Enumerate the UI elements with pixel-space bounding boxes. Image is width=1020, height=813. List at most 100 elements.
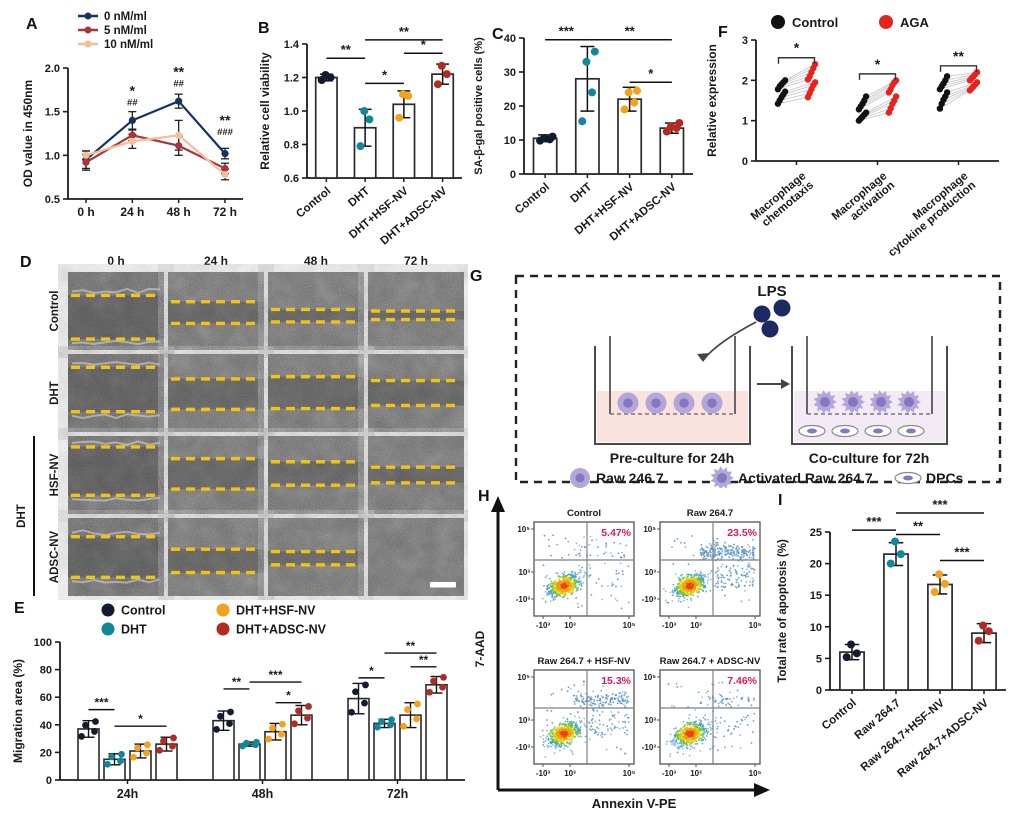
- panel-c: C 0 10 20 30 40 SA-β-gal positive cells (%) Co…: [466, 4, 703, 262]
- svg-text:AGA: AGA: [900, 15, 930, 30]
- panel-g-label: G: [470, 268, 483, 285]
- svg-text:**: **: [406, 639, 416, 653]
- svg-text:Control: Control: [121, 604, 165, 618]
- svg-text:10⁵: 10⁵: [517, 673, 530, 682]
- svg-text:10⁵: 10⁵: [643, 525, 656, 534]
- svg-text:10³: 10³: [644, 568, 656, 577]
- svg-text:2.0: 2.0: [45, 63, 60, 75]
- svg-text:100: 100: [34, 637, 52, 649]
- svg-text:23.5%: 23.5%: [727, 527, 757, 539]
- svg-text:DHT: DHT: [49, 381, 61, 405]
- svg-text:DHT+ADSC-NV: DHT+ADSC-NV: [378, 185, 449, 248]
- panel-h: H 7-AAD Annexin V-PE Control 5.47% 10⁵ 10³ -10…: [474, 486, 774, 812]
- svg-text:***: ***: [954, 544, 970, 559]
- panel-c-bar-chart: 0 10 20 30 40 SA-β-gal positive cells (%) Cont…: [473, 24, 693, 243]
- svg-text:72 h: 72 h: [213, 205, 237, 219]
- svg-text:*: *: [382, 67, 388, 82]
- svg-text:10⁵: 10⁵: [749, 769, 762, 778]
- svg-text:###: ###: [217, 127, 234, 138]
- svg-text:20: 20: [40, 747, 52, 759]
- svg-text:40: 40: [40, 720, 52, 732]
- svg-text:Activated Raw 264.7: Activated Raw 264.7: [738, 470, 873, 486]
- svg-text:72h: 72h: [387, 787, 409, 801]
- panel-d: D 0 h 24 h 48 h 72 h Control DHT HSF-NV ADSC-NV…: [16, 252, 468, 600]
- svg-text:*: *: [794, 40, 800, 56]
- svg-text:10⁵: 10⁵: [643, 673, 656, 682]
- svg-text:##: ##: [127, 98, 138, 109]
- svg-text:-10³: -10³: [536, 769, 551, 778]
- panel-d-microscopy-grid: 0 h 24 h 48 h 72 h Control DHT HSF-NV ADSC-NV DH…: [16, 254, 464, 596]
- svg-text:0: 0: [742, 156, 748, 168]
- svg-text:48h: 48h: [252, 787, 274, 801]
- svg-text:1.4: 1.4: [284, 39, 300, 51]
- svg-text:*: *: [648, 66, 654, 81]
- svg-text:Relative expression: Relative expression: [705, 44, 719, 157]
- svg-text:ADSC-NV: ADSC-NV: [49, 530, 61, 583]
- svg-text:10⁵: 10⁵: [623, 621, 636, 630]
- panel-c-label: C: [492, 26, 504, 43]
- svg-text:DHT+HSF-NV: DHT+HSF-NV: [236, 604, 316, 618]
- panel-e-grouped-bar-chart: 0 20 40 60 80 100 Migration area (%) Control DHT…: [11, 603, 465, 801]
- panel-g-coculture-diagram: LPS Pre-culture for 24h Co-culture for 72h…: [514, 274, 1002, 488]
- svg-text:Co-culture for 72h: Co-culture for 72h: [809, 450, 930, 466]
- svg-text:15: 15: [810, 590, 822, 602]
- svg-text:80: 80: [40, 665, 52, 677]
- panel-b-bar-chart: 0.6 0.8 1.0 1.2 1.4 Relative cell viability Co…: [258, 24, 462, 248]
- panel-b: B 0.6 0.8 1.0 1.2 1.4 Relative cell viability…: [255, 6, 470, 258]
- svg-text:Control: Control: [49, 291, 61, 332]
- svg-text:SA-β-gal positive cells (%): SA-β-gal positive cells (%): [473, 37, 485, 175]
- svg-text:**: **: [625, 24, 636, 39]
- svg-text:0.6: 0.6: [284, 173, 299, 185]
- svg-text:-10³: -10³: [516, 743, 531, 752]
- svg-text:48 h: 48 h: [304, 254, 328, 268]
- svg-text:0.8: 0.8: [284, 140, 299, 152]
- svg-text:10 nM/ml: 10 nM/ml: [104, 39, 153, 51]
- svg-text:0: 0: [46, 775, 52, 787]
- svg-text:48 h: 48 h: [167, 205, 191, 219]
- svg-text:**: **: [913, 519, 924, 534]
- svg-text:**: **: [220, 112, 231, 128]
- svg-text:1.0: 1.0: [45, 150, 60, 162]
- svg-text:10: 10: [810, 622, 822, 634]
- svg-text:10⁵: 10⁵: [623, 769, 636, 778]
- svg-text:***: ***: [268, 668, 282, 682]
- svg-text:7-AAD: 7-AAD: [474, 630, 487, 667]
- svg-text:24 h: 24 h: [120, 205, 144, 219]
- svg-text:20: 20: [504, 101, 516, 113]
- svg-text:Control: Control: [567, 508, 601, 519]
- svg-text:OD value in 450nm: OD value in 450nm: [21, 80, 35, 187]
- svg-text:Pre-culture for 24h: Pre-culture for 24h: [610, 450, 734, 466]
- svg-text:##: ##: [173, 78, 184, 89]
- svg-text:10³: 10³: [690, 621, 702, 630]
- svg-text:10: 10: [504, 135, 516, 147]
- svg-text:HSF-NV: HSF-NV: [49, 453, 61, 496]
- panel-b-label: B: [258, 20, 270, 37]
- svg-text:10⁵: 10⁵: [749, 621, 762, 630]
- svg-text:10³: 10³: [518, 568, 530, 577]
- svg-text:**: **: [173, 63, 184, 79]
- svg-text:Macrophagechemotaxis: Macrophagechemotaxis: [749, 170, 816, 232]
- svg-text:DHT: DHT: [16, 504, 28, 528]
- svg-text:0 nM/ml: 0 nM/ml: [104, 11, 147, 23]
- svg-text:Total rate of apoptosis (%): Total rate of apoptosis (%): [777, 539, 789, 683]
- svg-text:0.5: 0.5: [45, 194, 60, 206]
- svg-text:Relative cell viability: Relative cell viability: [258, 52, 272, 170]
- panel-d-label: D: [20, 254, 32, 271]
- svg-text:-10³: -10³: [642, 743, 657, 752]
- svg-text:**: **: [399, 24, 410, 39]
- svg-text:15.3%: 15.3%: [601, 675, 631, 687]
- panel-i: I 0 5 10 15 20 25 Total rate of apoptosis (%) C…: [770, 486, 1018, 810]
- svg-text:24h: 24h: [117, 787, 139, 801]
- svg-text:1.2: 1.2: [284, 73, 299, 85]
- svg-text:*: *: [130, 83, 136, 99]
- svg-text:*: *: [369, 664, 374, 678]
- svg-text:*: *: [421, 37, 427, 52]
- svg-text:1: 1: [742, 116, 748, 128]
- svg-text:Control: Control: [294, 185, 333, 220]
- svg-text:Raw 264.7 + ADSC-NV: Raw 264.7 + ADSC-NV: [660, 656, 761, 667]
- svg-text:DHT: DHT: [346, 185, 372, 209]
- svg-text:Raw 264.7: Raw 264.7: [687, 508, 733, 519]
- svg-text:DPCs: DPCs: [926, 470, 964, 486]
